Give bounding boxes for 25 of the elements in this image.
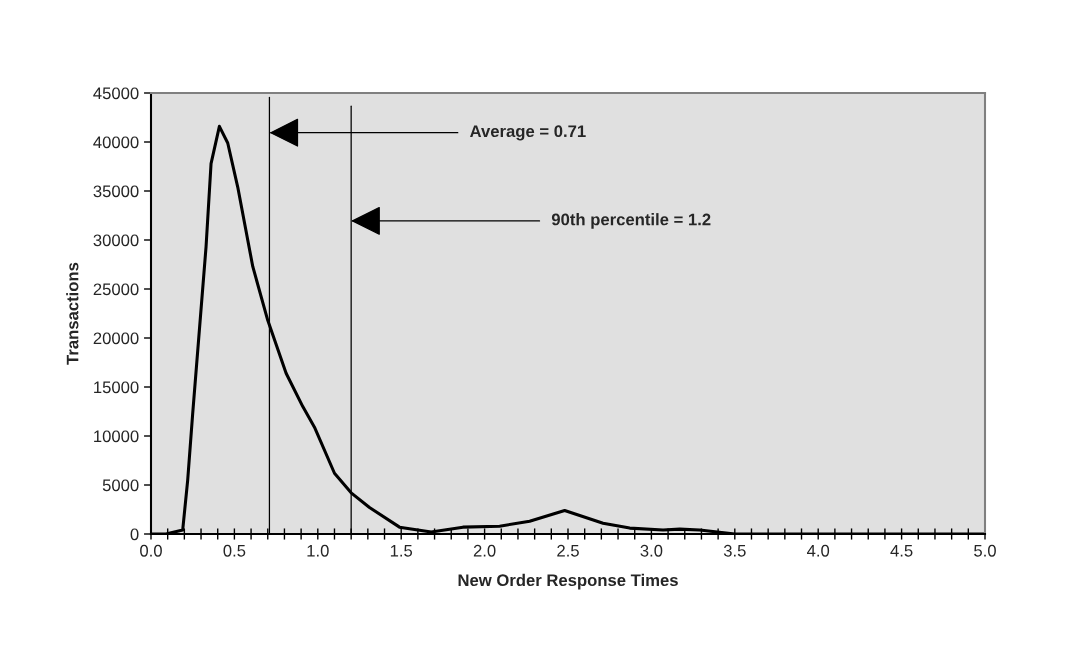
y-tick-label: 0	[130, 528, 139, 541]
x-tick-label: 4.5	[890, 545, 913, 557]
y-tick-label: 35000	[93, 185, 139, 198]
x-tick-label: 3.0	[640, 544, 663, 557]
ref-line-label: 90th percentile = 1.2	[551, 213, 711, 229]
y-tick-label: 20000	[93, 332, 139, 345]
y-tick-label: 5000	[102, 479, 139, 492]
x-tick-label: 5.0	[974, 544, 996, 557]
y-tick-label: 10000	[94, 430, 139, 443]
x-axis-title: New Order Response Times	[458, 573, 678, 590]
x-tick-label: 3.5	[723, 544, 746, 557]
x-tick-label: 0.0	[140, 544, 162, 557]
x-tick-label: 2.5	[557, 544, 579, 557]
y-tick-label: 30000	[93, 234, 139, 247]
x-tick-label: 0.5	[223, 544, 246, 557]
y-tick-label: 45000	[93, 87, 139, 100]
y-tick-label: 40000	[93, 136, 139, 149]
x-tick-label: 2.0	[473, 544, 496, 557]
x-tick-label: 1.0	[307, 544, 329, 557]
x-tick-label: 1.5	[390, 545, 413, 557]
ref-line-label: Average = 0.71	[470, 125, 586, 141]
y-tick-label: 15000	[94, 381, 139, 394]
y-axis-title: Transactions	[66, 262, 79, 365]
x-tick-label: 4.0	[807, 544, 830, 557]
y-tick-label: 25000	[93, 283, 139, 296]
